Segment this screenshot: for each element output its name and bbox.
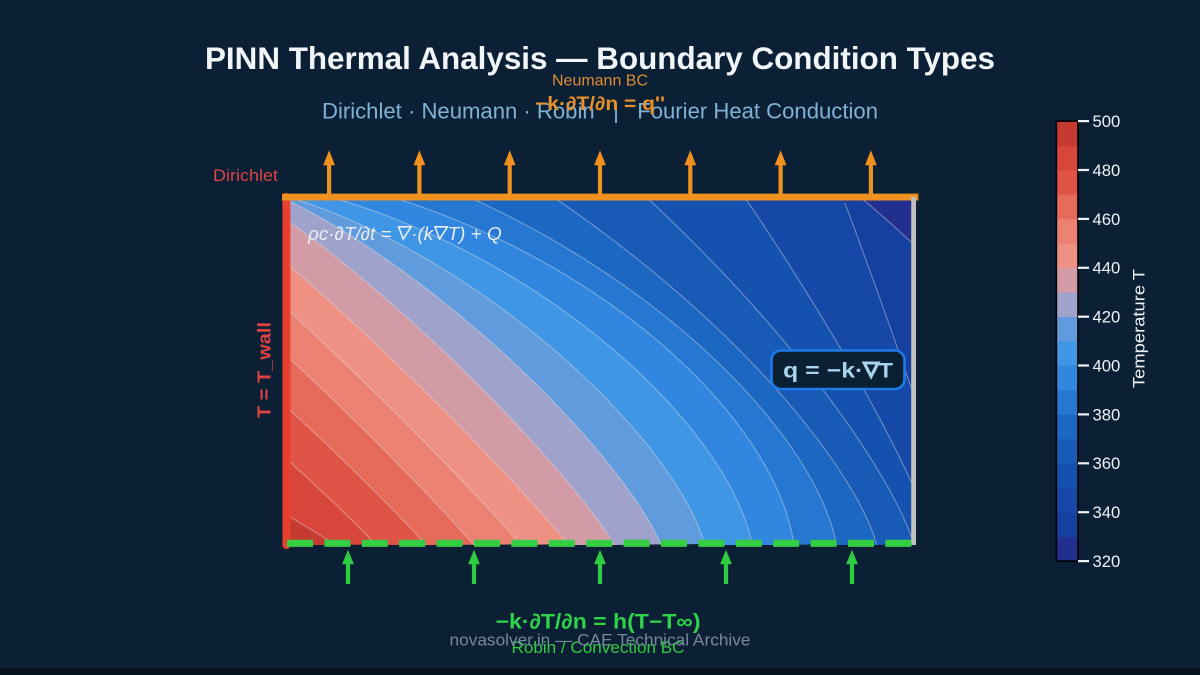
svg-text:PINN Thermal Analysis — Bounda: PINN Thermal Analysis — Boundary Conditi… (205, 41, 995, 76)
svg-text:420: 420 (1093, 308, 1121, 327)
svg-text:T: T (879, 358, 893, 383)
svg-text:480: 480 (1093, 161, 1121, 180)
svg-text:Dirichlet · Neumann · Robin: Dirichlet · Neumann · Robin | Fourier He… (322, 99, 878, 124)
svg-text:q = −k·: q = −k· (783, 358, 863, 383)
svg-text:novasolver.in — CAE Technical: novasolver.in — CAE Technical Archive (450, 632, 751, 650)
svg-text:Temperature T: Temperature T (1130, 269, 1149, 388)
svg-text:·(k: ·(k (411, 224, 435, 245)
svg-text:ρc·∂T/∂t =: ρc·∂T/∂t = (307, 224, 397, 245)
svg-text:400: 400 (1093, 356, 1121, 375)
svg-text:T = T_wall: T = T_wall (254, 322, 275, 418)
svg-text:460: 460 (1093, 210, 1121, 229)
svg-text:340: 340 (1093, 503, 1121, 522)
svg-text:−k·∂T/∂n = h(T−T∞): −k·∂T/∂n = h(T−T∞) (496, 610, 701, 633)
svg-text:−k·∂T/∂n = q'': −k·∂T/∂n = q'' (535, 94, 665, 115)
svg-text:320: 320 (1093, 552, 1121, 571)
svg-text:T) + Q: T) + Q (448, 224, 502, 245)
svg-text:360: 360 (1093, 454, 1121, 473)
svg-text:Dirichlet: Dirichlet (213, 167, 278, 185)
svg-text:Robin / Convection BC: Robin / Convection BC (512, 639, 685, 657)
svg-text:440: 440 (1093, 259, 1121, 278)
svg-text:Neumann BC: Neumann BC (552, 72, 648, 89)
svg-text:380: 380 (1093, 405, 1121, 424)
svg-text:500: 500 (1093, 112, 1121, 131)
